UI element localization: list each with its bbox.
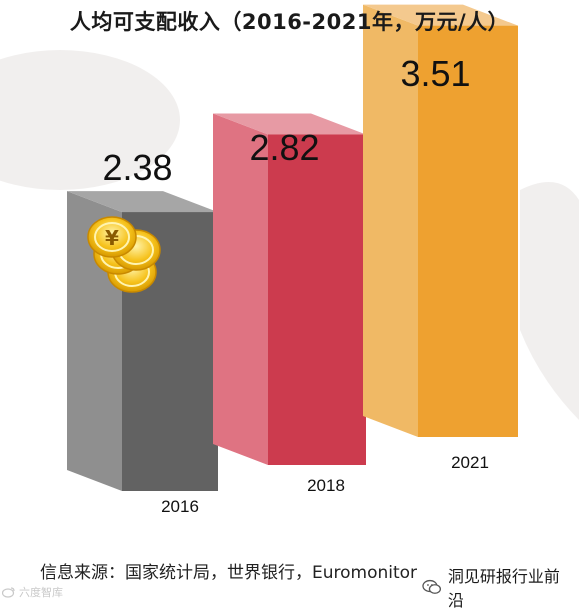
watermark-left-text: 六度智库 xyxy=(19,586,63,599)
bar-top-2018 xyxy=(213,113,366,135)
bars-layer: 2.38 2016 2.82 2018 3.51 2021 xyxy=(67,4,518,516)
source-note: 信息来源：国家统计局，世界银行，Euromonitor xyxy=(40,563,418,583)
background-decoration xyxy=(0,50,579,420)
value-label-2021: 3.51 xyxy=(400,53,470,94)
svg-text:¥: ¥ xyxy=(105,226,119,250)
bar-2021 xyxy=(363,4,518,438)
watermark-right: 洞见研报行业前沿 xyxy=(418,562,579,612)
bar-front-2018 xyxy=(268,134,366,465)
category-label-2016: 2016 xyxy=(161,497,199,516)
weibo-icon xyxy=(2,587,15,598)
bar-side-2018 xyxy=(213,113,268,465)
bar-side-2021 xyxy=(363,4,418,438)
wechat-icon xyxy=(422,579,442,594)
value-label-2016: 2.38 xyxy=(102,147,172,188)
bar-top-2021 xyxy=(363,4,518,26)
value-label-2018: 2.82 xyxy=(249,127,319,168)
coin-stack-icon: ¥ xyxy=(87,216,161,293)
category-label-2018: 2018 xyxy=(307,476,345,495)
watermark-left: 六度智库 xyxy=(2,584,63,600)
bar-front-2021 xyxy=(418,25,518,438)
bar-top-2016 xyxy=(67,191,218,213)
chart-title: 人均可支配收入（2016-2021年，万元/人） xyxy=(69,10,510,34)
category-label-2021: 2021 xyxy=(451,453,489,472)
bar-2018 xyxy=(213,113,366,465)
watermark-right-text: 洞见研报行业前沿 xyxy=(447,567,560,610)
